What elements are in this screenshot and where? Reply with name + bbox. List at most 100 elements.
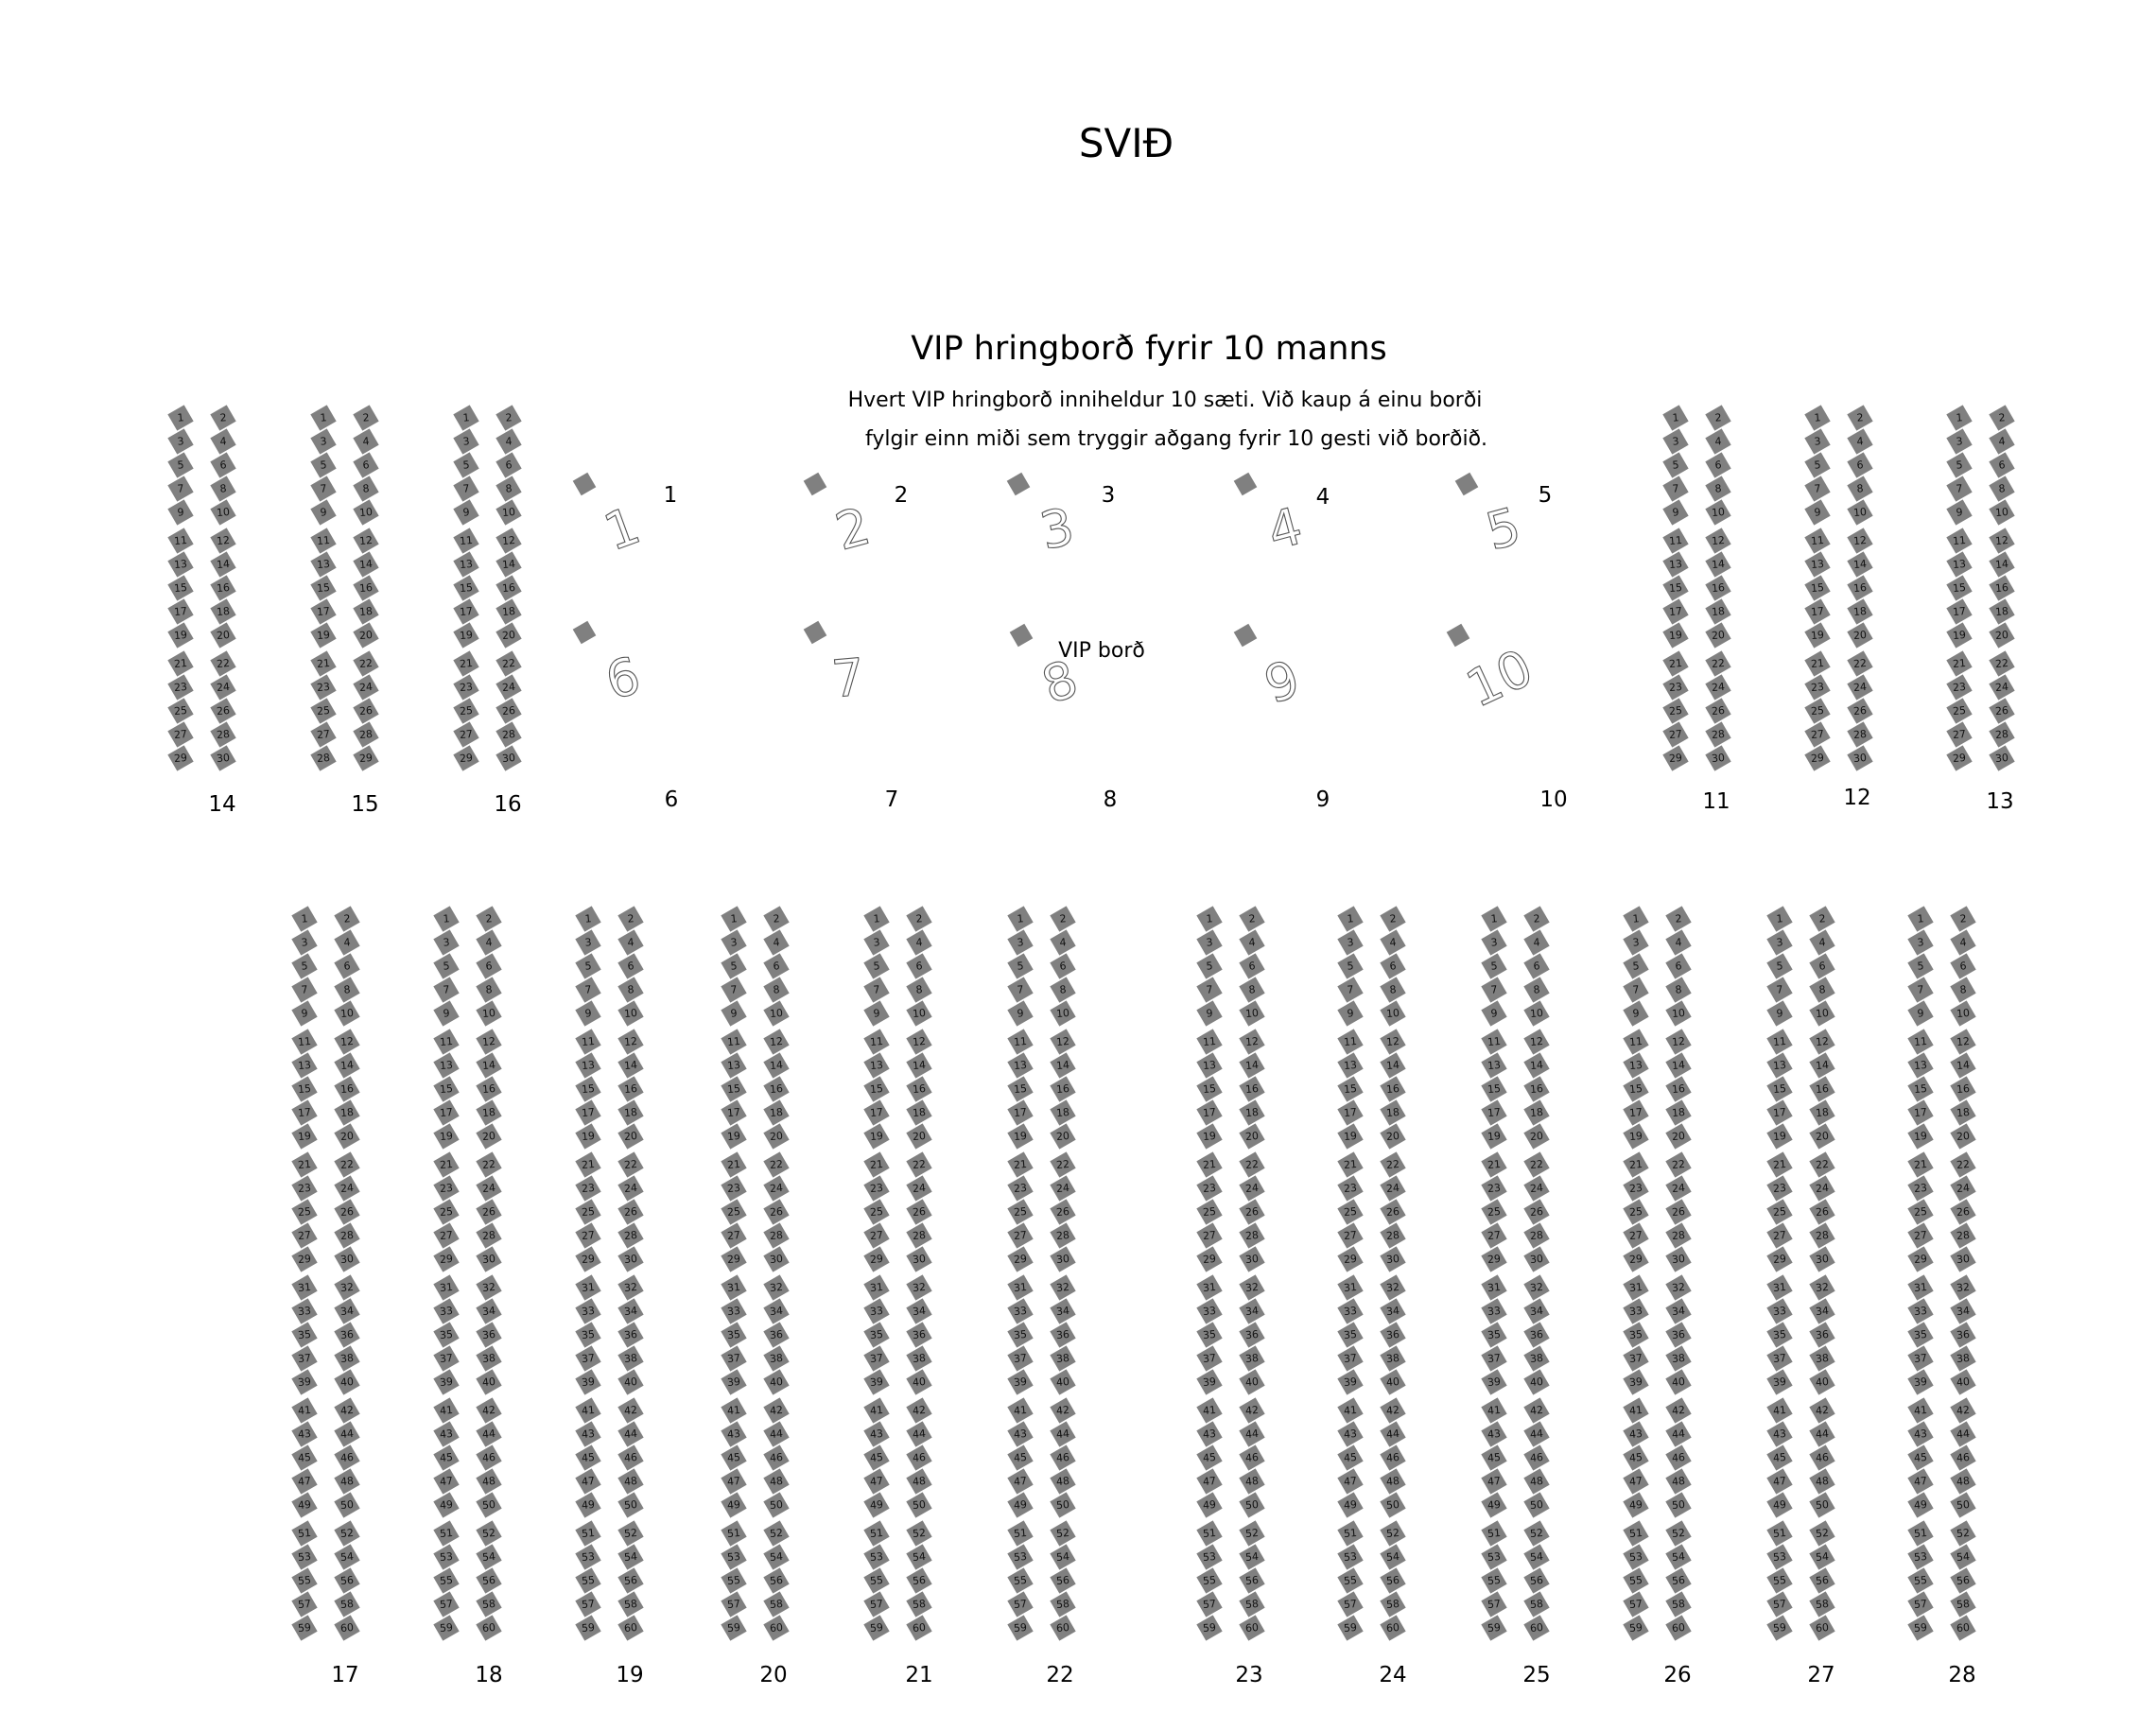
seat[interactable]: 4 bbox=[1950, 929, 1976, 956]
seat[interactable]: 29 bbox=[721, 1246, 747, 1272]
seat-box[interactable] bbox=[1337, 1199, 1364, 1225]
vip-table[interactable]: 55 bbox=[1454, 472, 1553, 562]
seat-box[interactable] bbox=[763, 1076, 790, 1102]
seat[interactable]: 28 bbox=[1809, 1222, 1835, 1249]
seat[interactable]: 5 bbox=[167, 452, 194, 478]
seat[interactable]: 7 bbox=[1662, 476, 1689, 502]
seat-box[interactable] bbox=[1804, 575, 1831, 601]
seat-box[interactable] bbox=[353, 745, 379, 771]
seat[interactable]: 22 bbox=[1050, 1151, 1076, 1178]
seat-box[interactable] bbox=[1804, 499, 1831, 526]
seat-box[interactable] bbox=[1050, 1544, 1076, 1570]
seat-box[interactable] bbox=[763, 1246, 790, 1272]
seat[interactable]: 9 bbox=[1481, 1000, 1507, 1027]
vip-table[interactable]: 11 bbox=[572, 472, 678, 563]
seat[interactable]: 37 bbox=[1007, 1345, 1034, 1372]
seat[interactable]: 32 bbox=[1809, 1274, 1835, 1301]
seat[interactable]: 15 bbox=[721, 1076, 747, 1102]
seat-box[interactable] bbox=[1380, 1222, 1406, 1249]
seat[interactable]: 18 bbox=[1950, 1099, 1976, 1126]
seat[interactable]: 44 bbox=[1523, 1421, 1550, 1447]
seat-box[interactable] bbox=[496, 598, 522, 625]
seat-box[interactable] bbox=[1337, 1369, 1364, 1395]
seat[interactable]: 14 bbox=[1950, 1052, 1976, 1079]
seat-box[interactable] bbox=[763, 1274, 790, 1301]
seat[interactable]: 4 bbox=[1380, 929, 1406, 956]
seat-box[interactable] bbox=[496, 428, 522, 455]
seat[interactable]: 37 bbox=[1907, 1345, 1934, 1372]
seat[interactable]: 19 bbox=[575, 1123, 601, 1150]
seat-box[interactable] bbox=[721, 1544, 747, 1570]
seat-box[interactable] bbox=[1523, 1274, 1550, 1301]
seat-box[interactable] bbox=[617, 1322, 644, 1348]
seat[interactable]: 21 bbox=[1623, 1151, 1649, 1178]
seat-box[interactable] bbox=[291, 1151, 318, 1178]
seat[interactable]: 56 bbox=[1523, 1567, 1550, 1594]
seat-box[interactable] bbox=[863, 1052, 890, 1079]
seat-box[interactable] bbox=[906, 1123, 932, 1150]
seat-box[interactable] bbox=[476, 1345, 502, 1372]
seat[interactable]: 6 bbox=[1239, 953, 1265, 979]
seat-box[interactable] bbox=[1523, 1076, 1550, 1102]
seat[interactable]: 7 bbox=[1766, 977, 1793, 1003]
seat[interactable]: 11 bbox=[721, 1029, 747, 1055]
seat[interactable]: 29 bbox=[291, 1246, 318, 1272]
seat[interactable]: 5 bbox=[291, 953, 318, 979]
seat[interactable]: 19 bbox=[1623, 1123, 1649, 1150]
seat[interactable]: 50 bbox=[763, 1492, 790, 1518]
seat[interactable]: 28 bbox=[1665, 1222, 1692, 1249]
seat-box[interactable] bbox=[1662, 674, 1689, 701]
seat-box[interactable] bbox=[1050, 1615, 1076, 1641]
seat[interactable]: 51 bbox=[433, 1520, 460, 1547]
seat-box[interactable] bbox=[1337, 1274, 1364, 1301]
seat-box[interactable] bbox=[167, 622, 194, 649]
seat[interactable]: 58 bbox=[1809, 1591, 1835, 1618]
seat[interactable]: 25 bbox=[310, 698, 337, 724]
seat[interactable]: 47 bbox=[575, 1468, 601, 1495]
seat-box[interactable] bbox=[433, 953, 460, 979]
seat-box[interactable] bbox=[863, 1445, 890, 1471]
seat-box[interactable] bbox=[433, 1492, 460, 1518]
seat[interactable]: 15 bbox=[310, 575, 337, 601]
seat[interactable]: 22 bbox=[1665, 1151, 1692, 1178]
seat-box[interactable] bbox=[1523, 1345, 1550, 1372]
seat-box[interactable] bbox=[1239, 1615, 1265, 1641]
seat[interactable]: 19 bbox=[721, 1123, 747, 1150]
seat-box[interactable] bbox=[1380, 1076, 1406, 1102]
seat-box[interactable] bbox=[1946, 551, 1973, 578]
seat[interactable]: 15 bbox=[1337, 1076, 1364, 1102]
seat-box[interactable] bbox=[1239, 1369, 1265, 1395]
seat-box[interactable] bbox=[1239, 1099, 1265, 1126]
seat-box[interactable] bbox=[1380, 1199, 1406, 1225]
seat-box[interactable] bbox=[1196, 1397, 1223, 1424]
seat[interactable]: 1 bbox=[1007, 906, 1034, 932]
seat-box[interactable] bbox=[167, 405, 194, 431]
seat-box[interactable] bbox=[863, 1567, 890, 1594]
seat[interactable]: 52 bbox=[1809, 1520, 1835, 1547]
seat[interactable]: 8 bbox=[496, 476, 522, 502]
seat-box[interactable] bbox=[167, 598, 194, 625]
seat-box[interactable] bbox=[210, 575, 236, 601]
seat[interactable]: 49 bbox=[291, 1492, 318, 1518]
seat-box[interactable] bbox=[496, 698, 522, 724]
seat[interactable]: 29 bbox=[1804, 745, 1831, 771]
seat[interactable]: 14 bbox=[906, 1052, 932, 1079]
seat[interactable]: 57 bbox=[863, 1591, 890, 1618]
seat-box[interactable] bbox=[310, 499, 337, 526]
seat[interactable]: 25 bbox=[1481, 1199, 1507, 1225]
seat-box[interactable] bbox=[863, 1322, 890, 1348]
seat[interactable]: 37 bbox=[1481, 1345, 1507, 1372]
seat[interactable]: 51 bbox=[1007, 1520, 1034, 1547]
seat[interactable]: 29 bbox=[1481, 1246, 1507, 1272]
seat-box[interactable] bbox=[353, 598, 379, 625]
seat-box[interactable] bbox=[1847, 650, 1873, 677]
seat[interactable]: 20 bbox=[1705, 622, 1731, 649]
seat-box[interactable] bbox=[906, 1397, 932, 1424]
seat[interactable]: 37 bbox=[575, 1345, 601, 1372]
seat[interactable]: 34 bbox=[476, 1298, 502, 1324]
seat-box[interactable] bbox=[291, 1123, 318, 1150]
seat[interactable]: 55 bbox=[1337, 1567, 1364, 1594]
seat-box[interactable] bbox=[575, 1567, 601, 1594]
seat-box[interactable] bbox=[1847, 476, 1873, 502]
seat[interactable]: 17 bbox=[721, 1099, 747, 1126]
